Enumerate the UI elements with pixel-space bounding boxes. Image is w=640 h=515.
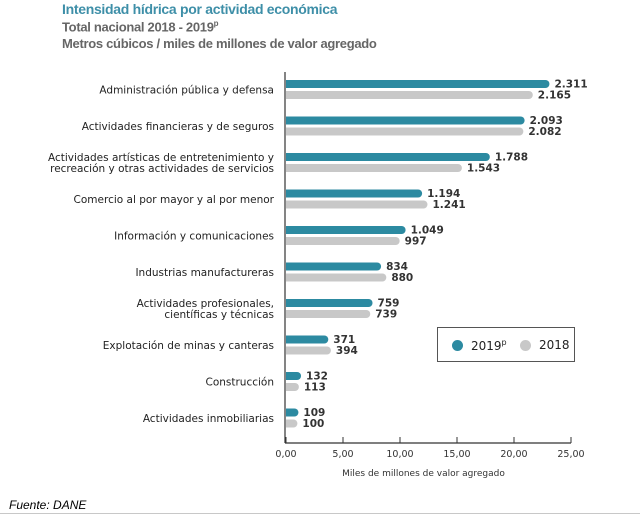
value-label-2019: 1.194 [427,188,460,200]
legend-marker-2018 [520,339,531,351]
value-label-2018: 394 [336,345,358,357]
bar-2018 [286,127,524,136]
value-label-2019: 371 [333,334,355,346]
category-label: Actividades financieras y de seguros [82,121,274,133]
bars [286,80,550,428]
x-tick-label: 20,00 [500,449,527,460]
bar-base-2018 [286,310,292,318]
legend: 2019p 2018 [437,327,575,362]
category-label: Comercio al por mayor y al por menor [74,194,275,206]
bar-2019 [286,335,329,344]
legend-label-2018: 2018 [539,338,570,352]
bar-2019 [286,262,382,271]
bar-base-2019 [286,153,292,161]
value-label-2018: 1.241 [432,199,465,211]
category-labels: Administración pública y defensa Activida… [48,85,275,426]
chart-title: Intensidad hídrica por actividad económi… [62,1,338,17]
value-label-2019: 109 [303,407,325,419]
bar-base-2019 [286,408,292,417]
bar-chart: Administración pública y defensa Activida… [48,72,588,479]
bar-2018 [286,310,371,318]
bar-base-2018 [286,127,292,136]
bar-2019 [286,226,406,234]
value-label-2018: 997 [405,236,427,248]
bar-2019 [286,80,550,88]
source-note: Fuente: DANE [9,498,87,512]
value-label-2019: 834 [386,261,408,273]
legend-marker-2019 [452,340,463,351]
bar-2018 [286,91,533,99]
x-tick-label: 25,00 [557,449,584,460]
bar-2019 [286,116,525,125]
bar-2019 [286,153,490,161]
category-label: Actividades inmobiliarias [143,413,274,425]
bar-base-2019 [286,372,292,380]
bar-2019 [286,189,423,198]
bar-base-2019 [286,226,292,234]
value-label-2018: 113 [304,382,326,394]
value-label-2018: 100 [302,418,324,430]
value-label-2019: 132 [306,371,328,383]
value-label-2018: 2.165 [538,90,571,102]
bar-base-2019 [286,189,292,198]
legend-item-2018: 2018 [520,338,570,352]
category-label: Administración pública y defensa [99,85,274,97]
category-label: Industrias manufactureras [135,267,274,279]
bar-2018 [286,200,428,209]
category-label: Información y comunicaciones [114,231,274,243]
category-label: Explotación de minas y canteras [103,340,274,352]
bar-base-2019 [286,299,292,307]
bar-2018 [286,273,387,282]
x-axis-label: Miles de millones de valor agregado [342,469,505,479]
category-label: Actividades artísticas de entretenimient… [48,152,274,175]
legend-label-2019: 2019p [471,338,507,353]
x-tick-label: 10,00 [386,449,413,460]
category-label: Construcción [205,377,274,389]
bottom-divider [0,513,640,514]
bar-base-2018 [286,164,292,172]
subtitle-text: Total nacional 2018 - 2019 [62,19,214,35]
subtitle-superscript: p [213,19,219,28]
bar-base-2018 [286,419,292,428]
bar-base-2018 [286,200,292,209]
value-label-2019: 2.093 [530,115,563,127]
legend-item-2019: 2019p [452,338,507,353]
bar-2018 [286,346,331,355]
chart-units: Metros cúbicos / miles de millones de va… [62,36,377,51]
value-label-2018: 2.082 [528,126,561,138]
bar-base-2018 [286,383,292,391]
bar-base-2018 [286,273,292,282]
value-label-2019: 2.311 [554,79,587,91]
value-label-2018: 880 [391,272,413,284]
chart-subtitle: Total nacional 2018 - 2019p [62,19,219,35]
value-label-2018: 1.543 [467,163,500,175]
category-label: Actividades profesionales, científicas y … [137,298,274,321]
bar-base-2018 [286,346,292,355]
bar-base-2019 [286,80,292,88]
value-label-2019: 1.788 [495,152,528,164]
value-label-2018: 739 [375,309,397,321]
bar-base-2018 [286,91,292,99]
x-tick-label: 0,00 [275,449,296,460]
bar-base-2018 [286,237,292,245]
bar-2019 [286,299,373,307]
value-label-2019: 759 [378,298,400,310]
bar-2018 [286,164,462,172]
value-label-2019: 1.049 [411,225,444,237]
x-tick-label: 15,00 [443,449,470,460]
bar-base-2019 [286,116,292,125]
bar-base-2019 [286,262,292,271]
bar-2018 [286,237,400,245]
bar-base-2019 [286,335,292,344]
x-axis-ticks: 0,00 5,00 10,00 15,00 20,00 25,00 [275,437,585,460]
x-tick-label: 5,00 [332,449,353,460]
